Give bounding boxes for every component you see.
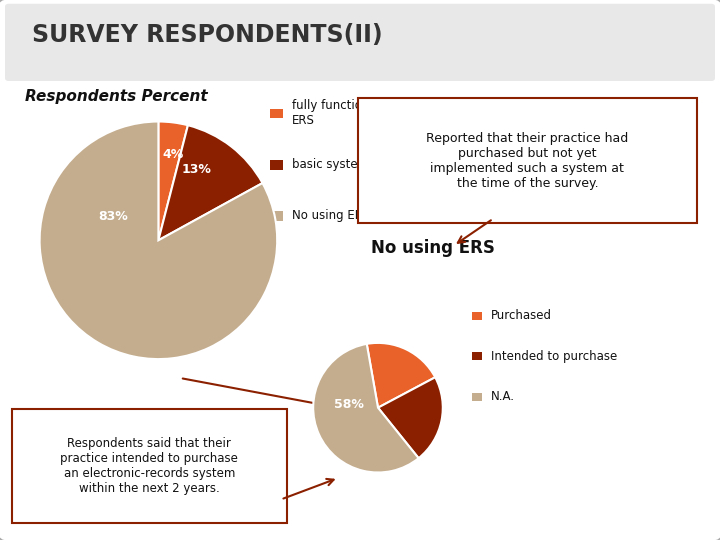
FancyBboxPatch shape <box>472 312 482 320</box>
Text: Respondents said that their
practice intended to purchase
an electronic-records : Respondents said that their practice int… <box>60 437 238 495</box>
Wedge shape <box>158 125 263 240</box>
Wedge shape <box>40 122 277 359</box>
FancyBboxPatch shape <box>472 353 482 361</box>
Text: Respondents Percent: Respondents Percent <box>25 89 208 104</box>
FancyBboxPatch shape <box>472 393 482 401</box>
FancyBboxPatch shape <box>270 211 283 221</box>
Text: 4%: 4% <box>162 148 184 161</box>
Text: SURVEY RESPONDENTS(II): SURVEY RESPONDENTS(II) <box>32 23 383 47</box>
Text: 83%: 83% <box>99 210 128 223</box>
Text: 58%: 58% <box>334 398 364 411</box>
FancyBboxPatch shape <box>5 4 715 81</box>
Text: fully functional
ERS: fully functional ERS <box>292 99 379 127</box>
Text: No using ERS: No using ERS <box>292 210 370 222</box>
Text: Reported that their practice had
purchased but not yet
implemented such a system: Reported that their practice had purchas… <box>426 132 629 190</box>
Text: No using ERS: No using ERS <box>371 239 495 258</box>
FancyBboxPatch shape <box>358 98 697 223</box>
Text: basic system: basic system <box>292 158 369 171</box>
FancyBboxPatch shape <box>12 409 287 523</box>
FancyBboxPatch shape <box>270 109 283 118</box>
Wedge shape <box>313 344 418 472</box>
Wedge shape <box>158 122 188 240</box>
Text: N.A.: N.A. <box>491 390 515 403</box>
Wedge shape <box>366 343 435 408</box>
Text: Purchased: Purchased <box>491 309 552 322</box>
Text: Intended to purchase: Intended to purchase <box>491 350 617 363</box>
FancyBboxPatch shape <box>270 160 283 170</box>
Wedge shape <box>378 377 443 458</box>
Text: 13%: 13% <box>181 163 212 176</box>
